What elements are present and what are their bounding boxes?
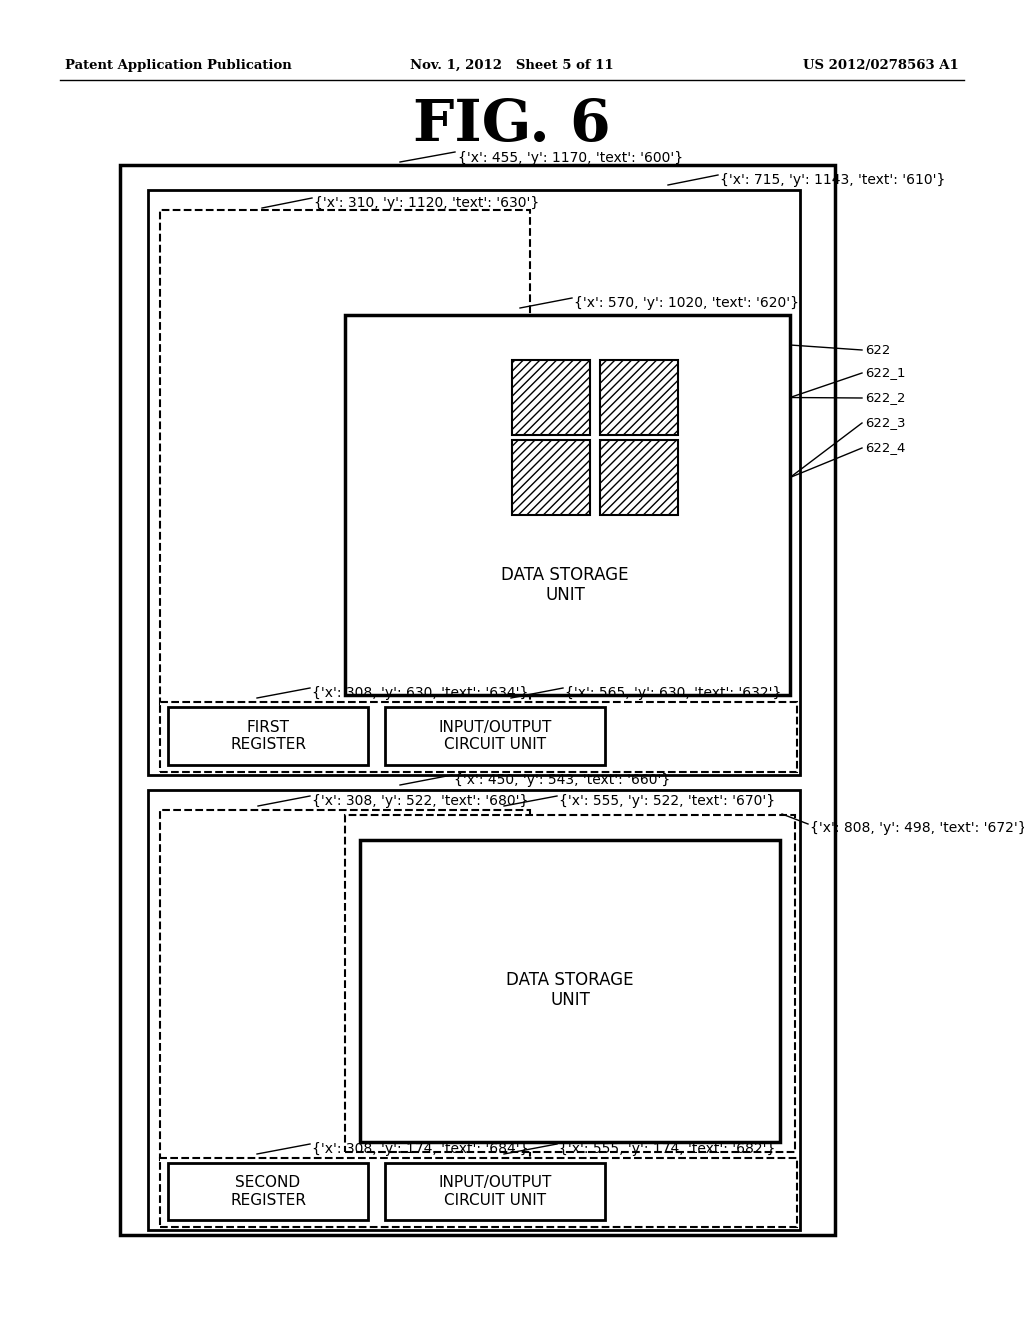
Text: {'x': 308, 'y': 630, 'text': '634'}: {'x': 308, 'y': 630, 'text': '634'} (312, 686, 528, 700)
Text: {'x': 308, 'y': 522, 'text': '680'}: {'x': 308, 'y': 522, 'text': '680'} (312, 795, 528, 808)
Bar (168, 1163, 368, 1220)
Text: {'x': 555, 'y': 174, 'text': '682'}: {'x': 555, 'y': 174, 'text': '682'} (559, 1142, 775, 1156)
Bar (345, 814, 795, 1152)
Bar (360, 840, 780, 1142)
Bar (160, 210, 530, 705)
Text: FIRST
REGISTER: FIRST REGISTER (230, 719, 306, 752)
Bar (160, 810, 530, 1162)
Text: 622_4: 622_4 (865, 441, 905, 454)
Text: Patent Application Publication: Patent Application Publication (65, 58, 292, 71)
Text: DATA STORAGE
UNIT: DATA STORAGE UNIT (506, 970, 634, 1010)
Text: {'x': 555, 'y': 522, 'text': '670'}: {'x': 555, 'y': 522, 'text': '670'} (559, 795, 775, 808)
Bar (385, 1163, 605, 1220)
Bar (168, 708, 368, 766)
Text: SECOND
REGISTER: SECOND REGISTER (230, 1175, 306, 1208)
Text: Nov. 1, 2012   Sheet 5 of 11: Nov. 1, 2012 Sheet 5 of 11 (411, 58, 613, 71)
Text: INPUT/OUTPUT
CIRCUIT UNIT: INPUT/OUTPUT CIRCUIT UNIT (438, 719, 552, 752)
Text: {'x': 310, 'y': 1120, 'text': '630'}: {'x': 310, 'y': 1120, 'text': '630'} (314, 195, 540, 210)
Text: {'x': 570, 'y': 1020, 'text': '620'}: {'x': 570, 'y': 1020, 'text': '620'} (574, 296, 799, 310)
Bar (385, 708, 605, 766)
Bar (600, 440, 678, 515)
Bar (512, 440, 590, 515)
Text: {'x': 808, 'y': 498, 'text': '672'}: {'x': 808, 'y': 498, 'text': '672'} (810, 821, 1024, 836)
Bar (160, 702, 797, 772)
Text: {'x': 308, 'y': 174, 'text': '684'}: {'x': 308, 'y': 174, 'text': '684'} (312, 1142, 528, 1156)
Text: INPUT/OUTPUT
CIRCUIT UNIT: INPUT/OUTPUT CIRCUIT UNIT (438, 1175, 552, 1208)
Text: {'x': 565, 'y': 630, 'text': '632'}: {'x': 565, 'y': 630, 'text': '632'} (565, 686, 781, 700)
Bar (148, 190, 800, 775)
Bar (512, 360, 590, 436)
Text: DATA STORAGE
UNIT: DATA STORAGE UNIT (502, 565, 629, 605)
Text: 622: 622 (865, 343, 891, 356)
Text: {'x': 450, 'y': 543, 'text': '660'}: {'x': 450, 'y': 543, 'text': '660'} (454, 774, 671, 787)
Text: {'x': 455, 'y': 1170, 'text': '600'}: {'x': 455, 'y': 1170, 'text': '600'} (458, 150, 683, 165)
Text: {'x': 715, 'y': 1143, 'text': '610'}: {'x': 715, 'y': 1143, 'text': '610'} (720, 173, 945, 187)
Bar (600, 360, 678, 436)
Text: US 2012/0278563 A1: US 2012/0278563 A1 (803, 58, 959, 71)
Bar (160, 1158, 797, 1228)
Bar (120, 165, 835, 1236)
Text: 622_1: 622_1 (865, 367, 905, 380)
Text: 622_2: 622_2 (865, 392, 905, 404)
Bar (345, 315, 790, 696)
Text: FIG. 6: FIG. 6 (414, 96, 610, 153)
Bar (148, 789, 800, 1230)
Text: 622_3: 622_3 (865, 417, 905, 429)
